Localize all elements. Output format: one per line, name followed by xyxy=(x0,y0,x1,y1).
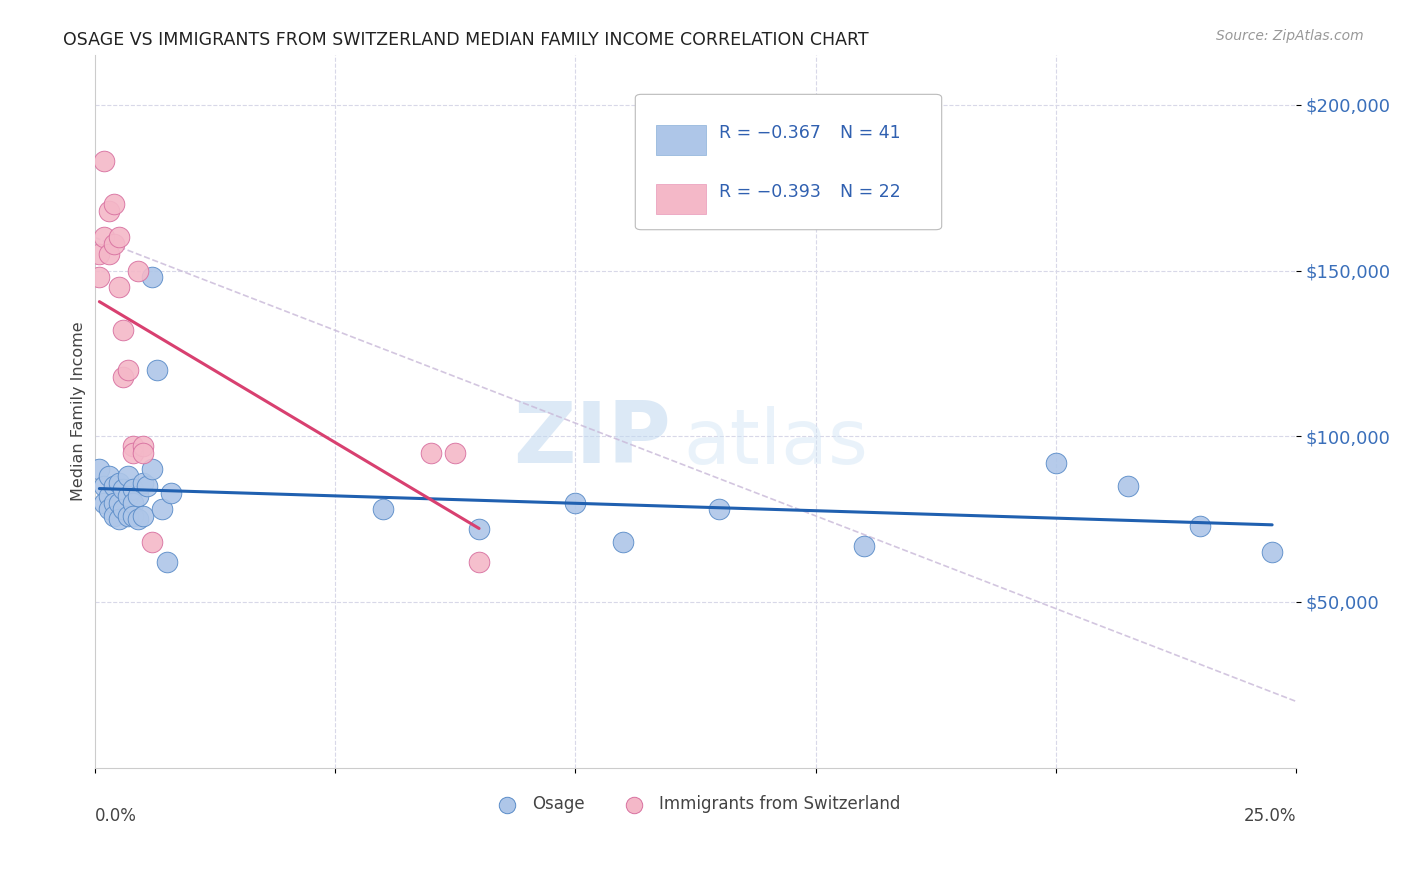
Point xyxy=(122,508,145,523)
Point xyxy=(112,369,135,384)
Point xyxy=(564,495,586,509)
Point xyxy=(117,363,139,377)
Text: 0.0%: 0.0% xyxy=(94,807,136,825)
Point xyxy=(1045,456,1067,470)
Point xyxy=(122,483,145,497)
Point xyxy=(107,230,129,244)
Text: OSAGE VS IMMIGRANTS FROM SWITZERLAND MEDIAN FAMILY INCOME CORRELATION CHART: OSAGE VS IMMIGRANTS FROM SWITZERLAND MED… xyxy=(63,31,869,49)
Point xyxy=(141,270,163,285)
Point xyxy=(150,502,173,516)
Point xyxy=(98,502,121,516)
Point xyxy=(131,446,153,460)
Point xyxy=(1189,518,1212,533)
Point xyxy=(709,502,731,516)
Point xyxy=(131,475,153,490)
Point xyxy=(103,237,125,252)
Point xyxy=(468,522,491,536)
Point xyxy=(612,535,634,549)
Point xyxy=(107,512,129,526)
Text: atlas: atlas xyxy=(683,407,869,481)
Text: Source: ZipAtlas.com: Source: ZipAtlas.com xyxy=(1216,29,1364,43)
Point xyxy=(1261,545,1284,559)
Point xyxy=(107,475,129,490)
Bar xyxy=(655,184,706,213)
Text: R = −0.367: R = −0.367 xyxy=(720,123,821,142)
Text: R = −0.393: R = −0.393 xyxy=(720,183,821,201)
Point xyxy=(127,512,149,526)
Point xyxy=(127,489,149,503)
Point xyxy=(98,203,121,218)
Point xyxy=(98,489,121,503)
Text: N = 41: N = 41 xyxy=(839,123,900,142)
Y-axis label: Median Family Income: Median Family Income xyxy=(72,322,86,501)
Point xyxy=(117,508,139,523)
Point xyxy=(112,323,135,337)
Point xyxy=(136,479,159,493)
Point xyxy=(141,535,163,549)
Point xyxy=(127,263,149,277)
Point xyxy=(103,508,125,523)
Point xyxy=(89,270,111,285)
Point xyxy=(89,247,111,261)
Point xyxy=(131,508,153,523)
Point xyxy=(93,230,115,244)
Point xyxy=(89,462,111,476)
Point xyxy=(122,439,145,453)
Text: ZIP: ZIP xyxy=(513,399,671,482)
Point xyxy=(107,495,129,509)
Point xyxy=(160,485,183,500)
Legend: Osage, Immigrants from Switzerland: Osage, Immigrants from Switzerland xyxy=(484,789,907,820)
Point xyxy=(98,469,121,483)
Point xyxy=(852,539,875,553)
Point xyxy=(117,469,139,483)
Point xyxy=(103,479,125,493)
Point xyxy=(141,462,163,476)
Point xyxy=(112,483,135,497)
Point xyxy=(98,247,121,261)
Point xyxy=(131,439,153,453)
Point xyxy=(117,489,139,503)
Text: 25.0%: 25.0% xyxy=(1244,807,1296,825)
Point xyxy=(420,446,443,460)
Point xyxy=(103,495,125,509)
Point xyxy=(103,197,125,211)
Point xyxy=(444,446,467,460)
Point xyxy=(107,280,129,294)
Text: N = 22: N = 22 xyxy=(839,183,900,201)
Point xyxy=(122,495,145,509)
Point xyxy=(1116,479,1139,493)
Point xyxy=(93,479,115,493)
Point xyxy=(93,495,115,509)
Point xyxy=(93,154,115,169)
Point xyxy=(468,555,491,569)
Point xyxy=(371,502,394,516)
Point xyxy=(146,363,169,377)
Point xyxy=(112,502,135,516)
Bar xyxy=(655,125,706,154)
Point xyxy=(156,555,179,569)
FancyBboxPatch shape xyxy=(636,95,942,230)
Point xyxy=(122,446,145,460)
